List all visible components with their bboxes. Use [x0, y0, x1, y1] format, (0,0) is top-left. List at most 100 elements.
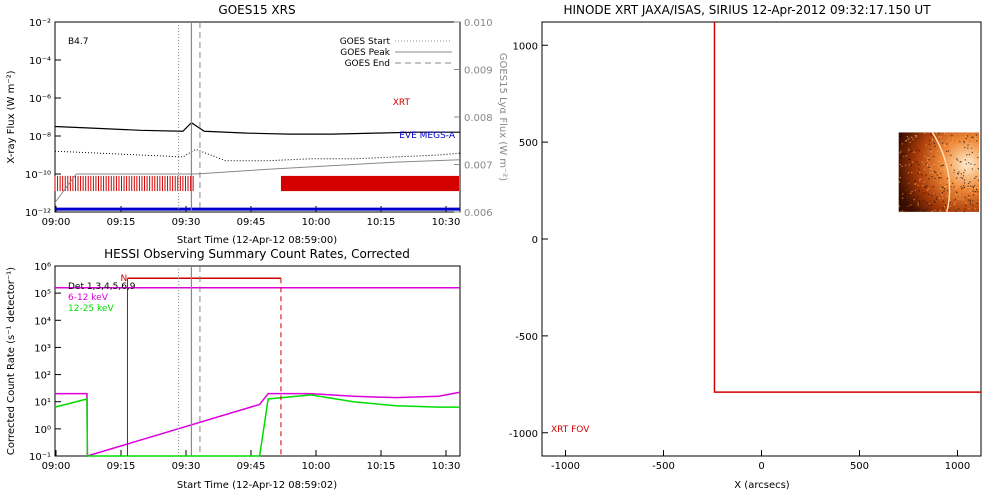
xrt-image-speckle [938, 176, 940, 178]
xrt-image-speckle [928, 143, 930, 145]
xrt-image-speckle [957, 208, 960, 210]
xrt-image-speckle [957, 198, 960, 200]
xrt-image-speckle [905, 137, 908, 139]
xrt-image-speckle [908, 158, 911, 160]
xrt-image-speckle [922, 192, 924, 195]
xrt-image-speckle [963, 179, 966, 181]
xrt-image-speckle [914, 135, 917, 137]
xrt-image-speckle [947, 150, 950, 152]
xrt-image-speckle [935, 171, 937, 174]
hessi-markers [178, 266, 201, 456]
xrt-image-speckle [961, 188, 963, 190]
xrt-image-speckle [933, 163, 935, 166]
xrt-image-speckle [928, 139, 931, 141]
xrt-image-speckle [978, 135, 980, 137]
xrt-image-speckle [901, 210, 903, 212]
xrt-image-speckle [938, 197, 941, 200]
xrt-image-speckle [917, 208, 920, 210]
goes-series-xrt [54, 121, 460, 135]
goes-series [54, 121, 461, 211]
xrt-fov-label: XRT FOV [551, 425, 590, 435]
xrt-image-speckle [964, 151, 966, 153]
xrt-x-tick-label: 0 [758, 461, 764, 472]
xrt-image-speckle [933, 200, 935, 202]
xrt-image-speckle [918, 150, 921, 152]
xrt-image-speckle [909, 148, 911, 150]
xrt-image-speckle [975, 134, 977, 136]
xrt-image-speckle [923, 163, 925, 165]
xrt-image-speckle [914, 180, 916, 182]
xrt-image-speckle [939, 165, 941, 168]
xrt-image-speckle [966, 160, 968, 162]
xrt-image-speckle [917, 172, 919, 174]
xrt-image-speckle [944, 186, 946, 188]
xrt-image-speckle [945, 186, 947, 188]
hessi-x-tick-label: 10:15 [367, 461, 396, 472]
xrt-image-speckle [969, 199, 971, 201]
xrt-image-speckle [949, 201, 951, 203]
xrt-image-speckle [928, 166, 930, 168]
xrt-image-speckle [947, 157, 949, 159]
xrt-image-speckle [955, 179, 957, 181]
xrt-image-speckle [924, 168, 926, 171]
xrt-image-speckle [969, 200, 971, 203]
xrt-image-speckle [965, 202, 967, 204]
hessi-panel: HESSI Observing Summary Count Rates, Cor… [6, 247, 461, 491]
xrt-image-speckle [944, 132, 946, 134]
xrt-image-speckle [946, 195, 948, 197]
xrt-image-speckle [969, 203, 971, 205]
xrt-image-speckle [938, 132, 940, 134]
xrt-image-speckle [934, 177, 936, 180]
xrt-image-speckle [950, 166, 952, 168]
xrt-image-speckle [964, 208, 966, 210]
xrt-image-speckle [930, 165, 932, 167]
xrt-image-speckle [953, 169, 955, 171]
xrt-image-speckle [956, 144, 958, 146]
xrt-image-speckle [952, 182, 954, 184]
xrt-image-speckle [901, 165, 903, 167]
xrt-image-speckle [899, 176, 902, 179]
xrt-image-speckle [911, 136, 913, 138]
xrt-image-speckle [921, 161, 923, 163]
xrt-image-speckle [955, 158, 958, 160]
xrt-image-speckle [946, 182, 948, 185]
xrt-image-speckle [918, 190, 920, 192]
xrt-image-speckle [918, 168, 920, 170]
xrt-image-speckle [919, 202, 921, 204]
xrt-image-speckle [963, 185, 965, 187]
goes-x-tick-label: 09:30 [172, 217, 201, 228]
goes-x-tick-label: 10:15 [367, 217, 396, 228]
hessi-title: HESSI Observing Summary Count Rates, Cor… [104, 247, 410, 261]
xrt-image-speckle [904, 193, 906, 196]
xrt-image-speckle [914, 151, 916, 153]
xrt-image-speckle [951, 134, 953, 137]
xrt-image-speckle [968, 186, 970, 189]
xrt-image-speckle [905, 140, 907, 142]
xrt-image-speckle [926, 164, 928, 166]
xrt-image-speckle [954, 165, 956, 168]
legend-6-12-kev: 6-12 keV [68, 293, 109, 303]
xrt-image-speckle [954, 199, 956, 201]
xrt-y-tick-label: 1000 [513, 41, 538, 52]
xrt-image-speckle [902, 193, 905, 195]
xrt-image-speckle [968, 162, 970, 164]
xrt-image-speckle [970, 163, 972, 165]
xrt-image-speckle [964, 146, 966, 149]
xrt-image-speckle [975, 193, 977, 195]
xrt-image-speckle [952, 150, 954, 152]
xrt-image-speckle [938, 160, 940, 162]
xrt-image-speckle [940, 171, 942, 173]
hessi-x-tick-label: 09:45 [237, 461, 266, 472]
xrt-image-speckle [971, 192, 973, 195]
xrt-image-speckle [931, 171, 934, 173]
goes-x-ticks: 09:00 09:15 09:30 09:45 10:00 10:15 10:30 [42, 206, 460, 228]
xrt-image-speckle [939, 209, 941, 211]
goes-class-label: B4.7 [68, 37, 89, 47]
xrt-image-speckle [943, 168, 946, 171]
xrt-image-speckle [946, 133, 948, 135]
xrt-image-speckle [963, 197, 965, 199]
xrt-image-speckle [957, 159, 959, 161]
xrt-image-speckle [960, 161, 962, 163]
xrt-image-speckle [960, 186, 962, 188]
xrt-image-speckle [910, 192, 912, 195]
